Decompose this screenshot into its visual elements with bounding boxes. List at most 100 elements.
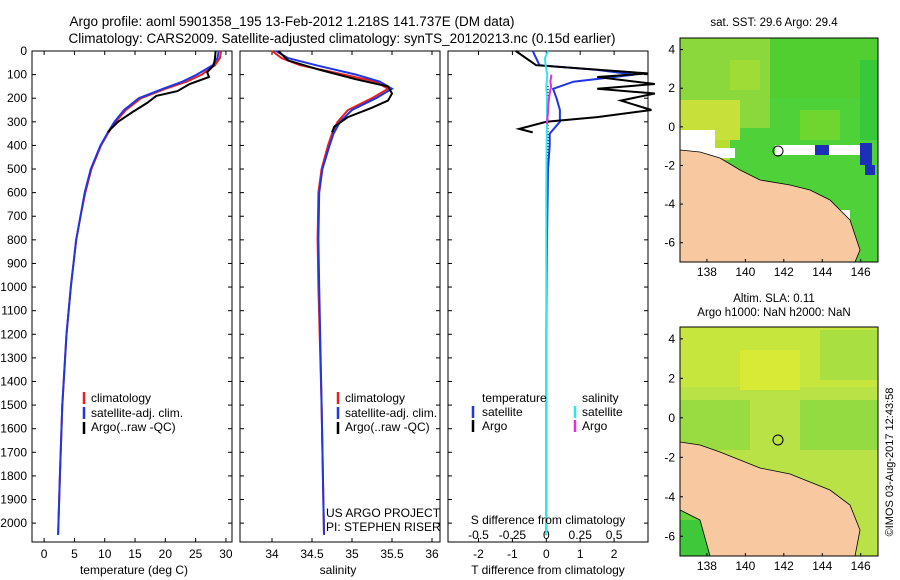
depth-tick-label: 500	[7, 162, 27, 176]
depth-tick-label: 300	[7, 115, 27, 129]
legend-argo: Argo(..raw -QC)	[345, 420, 430, 434]
x-tick-label: 35	[345, 547, 359, 561]
depth-tick-label: 1200	[0, 327, 27, 341]
legend-temperature-satellite: satellite	[482, 405, 523, 419]
x-tick-label: 1	[577, 547, 584, 561]
difference-legend: temperature satellite Argo salinity sate…	[471, 391, 623, 433]
depth-tick-label: 1800	[0, 469, 27, 483]
depth-tick-label: 1100	[1, 304, 27, 318]
x-tick-label: 15	[128, 547, 142, 561]
series-line-argo-raw-qc-	[277, 50, 394, 133]
map-y-tick-label: 4	[668, 43, 675, 57]
temperature-legend: climatology satellite-adj. clim. Argo(..…	[82, 391, 183, 434]
depth-tick-label: 1000	[0, 280, 27, 294]
difference-panel: -2 -1 0 1 2 -0.5 -0.25 0 0.25 0.5 temperature sat…	[447, 50, 656, 577]
x-tick-label: 0	[41, 547, 48, 561]
legend-satellite-adj: satellite-adj. clim.	[91, 406, 183, 420]
figure-title-line1: Argo profile: aoml 5901358_195 13-Feb-20…	[69, 14, 514, 29]
legend-climatology: climatology	[91, 391, 151, 405]
top-x-tick-label: -0.5	[468, 528, 489, 542]
x-tick-label: 30	[219, 547, 233, 561]
depth-tick-label: 100	[7, 68, 27, 82]
x-tick-label: -1	[507, 547, 518, 561]
legend-climatology: climatology	[345, 391, 405, 405]
depth-tick-label: 900	[7, 256, 27, 270]
series-line-argo-raw-qc-	[107, 50, 217, 134]
legend-satellite-adj: satellite-adj. clim.	[345, 406, 437, 420]
altimetry-map-title1: Altim. SLA: 0.11	[733, 293, 815, 305]
x-tick-label: -2	[473, 547, 484, 561]
map-y-tick-label: 2	[668, 81, 675, 95]
temperature-panel: 0 5 10 15 20 25 30 climatology satellite-adj. …	[31, 50, 233, 577]
depth-tick-label: 1700	[0, 445, 27, 459]
x-tick-label: 20	[159, 547, 173, 561]
depth-tick-label: 2000	[0, 516, 27, 530]
top-x-tick-label: 0.25	[569, 528, 593, 542]
x-tick-label: 10	[98, 547, 112, 561]
s-difference-label: S difference from climatology	[471, 513, 626, 527]
x-tick-label: 2	[611, 547, 618, 561]
map-y-tick-label: 0	[668, 411, 675, 425]
argo-location-marker	[772, 145, 784, 157]
argo-location-marker	[772, 434, 784, 446]
pi-annotation: PI: STEPHEN RISER	[326, 520, 441, 534]
depth-tick-label: 200	[7, 91, 27, 105]
map-x-tick-label: 144	[812, 559, 832, 573]
map-x-tick-label: 138	[697, 265, 717, 279]
x-tick-label: 36	[425, 547, 439, 561]
map-y-tick-label: -2	[664, 450, 675, 464]
top-x-tick-label: 0.5	[606, 528, 623, 542]
series-line-satellite-adj-clim-	[57, 50, 220, 535]
depth-tick-label: 1900	[0, 493, 27, 507]
salinity-legend: climatology satellite-adj. clim. Argo(..…	[336, 391, 437, 434]
x-tick-label: 35.5	[380, 547, 404, 561]
depth-tick-label: 1400	[0, 374, 27, 388]
x-tick-label: 34.5	[300, 547, 324, 561]
salinity-xlabel: salinity	[320, 563, 357, 577]
temperature-xlabel: temperature (deg C)	[80, 563, 188, 577]
salinity-panel: 34 34.5 35 35.5 36 climatology satellite-adj…	[239, 50, 441, 577]
map-y-tick-label: 4	[668, 332, 675, 346]
x-tick-label: 25	[189, 547, 203, 561]
map-y-tick-label: -2	[664, 158, 675, 172]
depth-tick-label: 800	[7, 233, 27, 247]
map-x-tick-label: 142	[774, 265, 794, 279]
series-line-salinity-argo	[546, 74, 553, 125]
t-difference-xlabel: T difference from climatology	[471, 563, 625, 577]
depth-tick-label: 1500	[0, 398, 27, 412]
x-tick-label: 0	[543, 547, 550, 561]
legend-temperature-header: temperature	[482, 391, 547, 405]
depth-tick-label: 1600	[0, 422, 27, 436]
map-y-tick-label: 0	[668, 120, 675, 134]
map-x-tick-label: 140	[735, 559, 755, 573]
depth-tick-label: 0	[20, 44, 27, 58]
project-annotation: US ARGO PROJECT	[326, 506, 441, 520]
sst-map-title: sat. SST: 29.6 Argo: 29.4	[710, 17, 838, 29]
imos-footer: ©IMOS 03-Aug-2017 12:43:58	[884, 388, 896, 537]
x-tick-label: 34	[265, 547, 279, 561]
legend-salinity-argo: Argo	[582, 419, 608, 433]
legend-argo: Argo(..raw -QC)	[91, 420, 176, 434]
map-y-tick-label: -4	[664, 490, 675, 504]
top-x-tick-label: 0	[543, 528, 550, 542]
depth-tick-label: 600	[7, 186, 27, 200]
map-x-tick-label: 142	[774, 559, 794, 573]
map-x-tick-label: 138	[697, 559, 717, 573]
map-x-tick-label: 146	[851, 265, 871, 279]
legend-temperature-argo: Argo	[482, 419, 508, 433]
top-x-tick-label: -0.25	[499, 528, 527, 542]
depth-tick-label: 700	[7, 209, 27, 223]
depth-tick-label: 400	[7, 138, 27, 152]
altimetry-map-title2: Argo h1000: NaN h2000: NaN	[697, 307, 850, 319]
x-tick-label: 5	[71, 547, 78, 561]
map-y-tick-label: -4	[664, 197, 675, 211]
depth-tick-label: 1300	[0, 351, 27, 365]
legend-salinity-satellite: satellite	[582, 405, 623, 419]
map-y-tick-label: 2	[668, 371, 675, 385]
map-x-tick-label: 146	[851, 559, 871, 573]
series-line-salinity-satellite	[543, 50, 549, 535]
map-y-tick-label: -6	[664, 529, 675, 543]
sst-map: sat. SST: 29.6 Argo: 29.4 138 140 142 144 14…	[664, 17, 879, 279]
map-y-tick-label: -6	[664, 236, 675, 250]
